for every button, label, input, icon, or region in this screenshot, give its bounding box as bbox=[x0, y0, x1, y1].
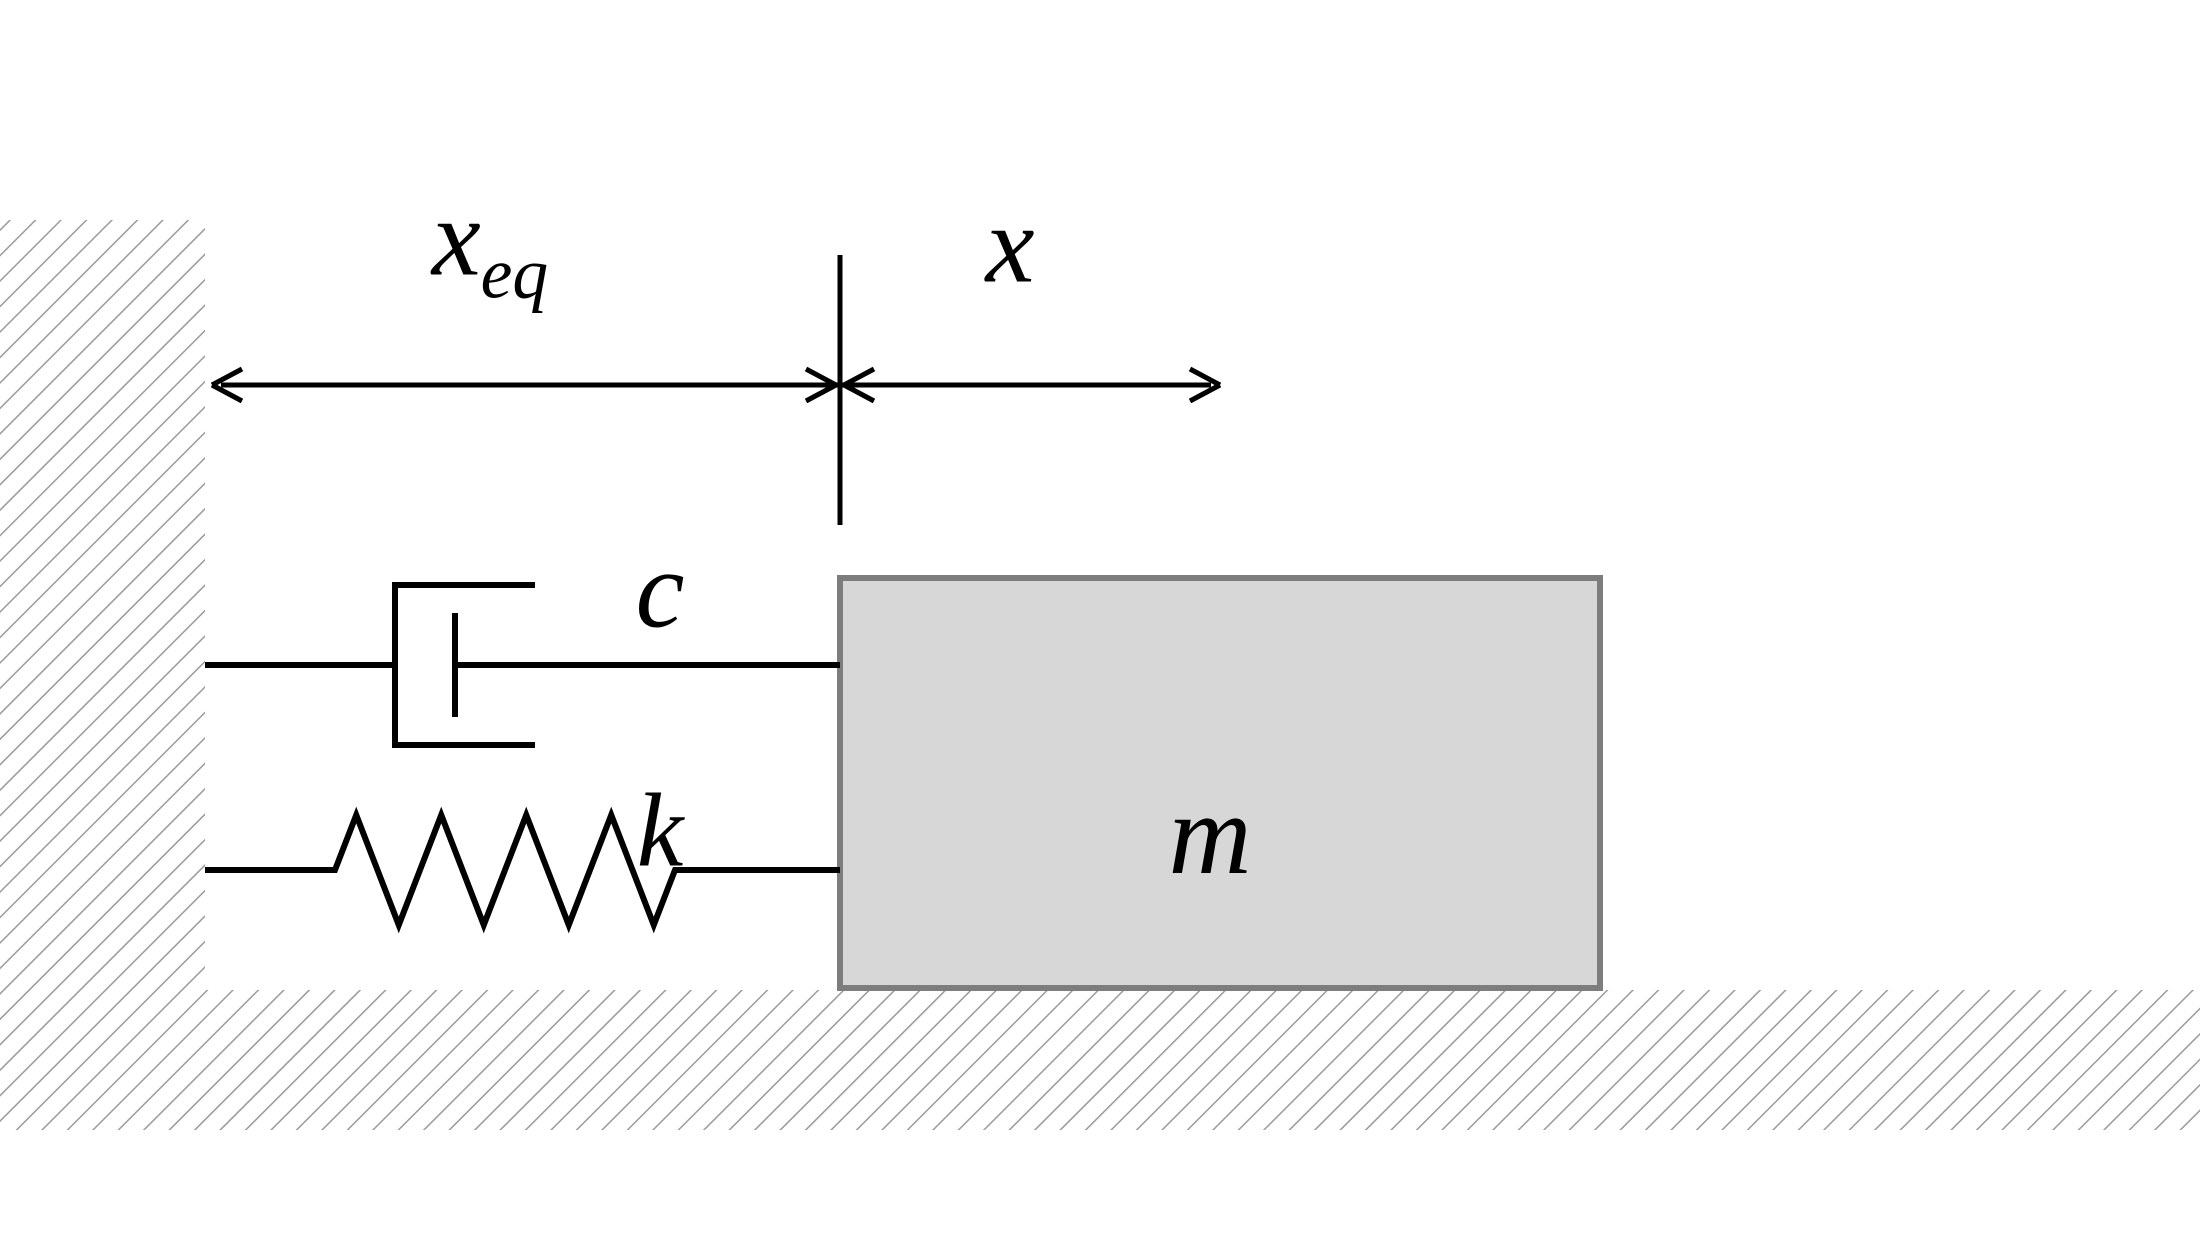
label-xeq: xeq bbox=[432, 175, 548, 316]
diagram-svg bbox=[0, 0, 2200, 1238]
diagram-container: xeq x c k m bbox=[0, 0, 2200, 1238]
label-c: c bbox=[636, 527, 685, 654]
label-main: x bbox=[432, 177, 481, 299]
label-subscript: eq bbox=[481, 235, 549, 314]
label-x: x bbox=[986, 182, 1035, 309]
label-k: k bbox=[637, 770, 684, 891]
label-m: m bbox=[1168, 769, 1251, 901]
